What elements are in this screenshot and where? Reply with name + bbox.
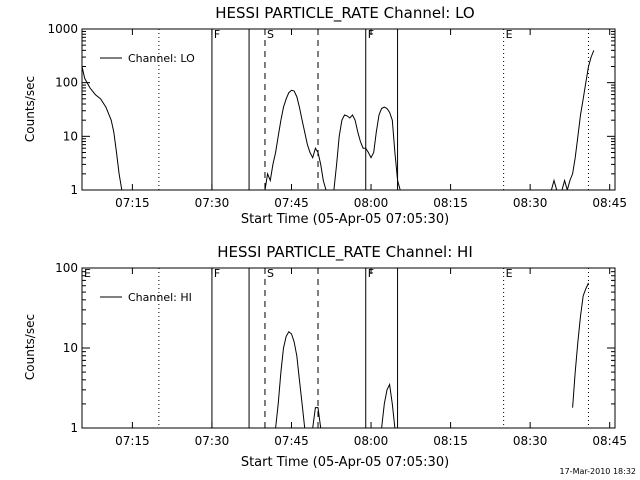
y-tick-label: 100 bbox=[55, 76, 78, 90]
x-tick-label: 08:45 bbox=[592, 196, 627, 210]
x-axis-label: Start Time (05-Apr-05 07:05:30) bbox=[241, 455, 449, 470]
y-tick-label: 10 bbox=[63, 341, 78, 355]
event-marker-label: E bbox=[506, 28, 513, 41]
x-tick-label: 08:30 bbox=[513, 196, 548, 210]
series-line bbox=[333, 106, 401, 190]
x-tick-label: 08:30 bbox=[513, 434, 548, 448]
legend-label: Channel: HI bbox=[128, 291, 192, 304]
legend-label: Channel: LO bbox=[128, 52, 195, 65]
series-line bbox=[312, 407, 322, 428]
y-axis-label: Counts/sec bbox=[23, 314, 37, 380]
event-marker-label: S bbox=[267, 28, 274, 41]
y-tick-label: 1 bbox=[70, 421, 78, 435]
x-tick-label: 08:15 bbox=[433, 434, 468, 448]
x-tick-label: 08:45 bbox=[592, 434, 627, 448]
x-tick-label: 07:15 bbox=[115, 196, 150, 210]
chart-title: HESSI PARTICLE_RATE Channel: LO bbox=[215, 4, 474, 23]
x-tick-label: 08:15 bbox=[433, 196, 468, 210]
y-tick-label: 10 bbox=[63, 129, 78, 143]
series-line bbox=[82, 66, 123, 190]
chart-title: HESSI PARTICLE_RATE Channel: HI bbox=[217, 243, 473, 262]
event-marker-label: F bbox=[214, 267, 220, 280]
x-tick-label: 07:30 bbox=[195, 434, 230, 448]
series-line bbox=[550, 178, 558, 190]
series-line bbox=[275, 330, 306, 428]
event-marker-label: S bbox=[267, 267, 274, 280]
y-tick-label: 1 bbox=[70, 183, 78, 197]
footer-timestamp: 17-Mar-2010 18:32 bbox=[560, 467, 637, 476]
x-tick-label: 08:00 bbox=[354, 434, 389, 448]
y-axis-label: Counts/sec bbox=[23, 76, 37, 142]
y-tick-label: 1000 bbox=[47, 22, 78, 36]
series-line bbox=[561, 50, 595, 190]
y-tick-label: 100 bbox=[55, 261, 78, 275]
x-axis-label: Start Time (05-Apr-05 07:05:30) bbox=[241, 212, 449, 227]
chart-panel-hi: HESSI PARTICLE_RATE Channel: HI Start Ti… bbox=[23, 243, 627, 470]
event-marker-label: E bbox=[84, 267, 91, 280]
event-marker-label: F bbox=[214, 28, 220, 41]
plot-frame bbox=[81, 28, 616, 191]
x-tick-label: 07:45 bbox=[274, 434, 309, 448]
series-line bbox=[572, 282, 589, 408]
chart-panel-lo: HESSI PARTICLE_RATE Channel: LO Start Ti… bbox=[23, 4, 627, 227]
x-tick-label: 07:15 bbox=[115, 434, 150, 448]
event-marker-label: E bbox=[506, 267, 513, 280]
x-tick-label: 07:45 bbox=[274, 196, 309, 210]
series-line bbox=[264, 89, 327, 190]
x-tick-label: 08:00 bbox=[354, 196, 389, 210]
x-tick-label: 07:30 bbox=[195, 196, 230, 210]
series-line bbox=[381, 382, 396, 428]
